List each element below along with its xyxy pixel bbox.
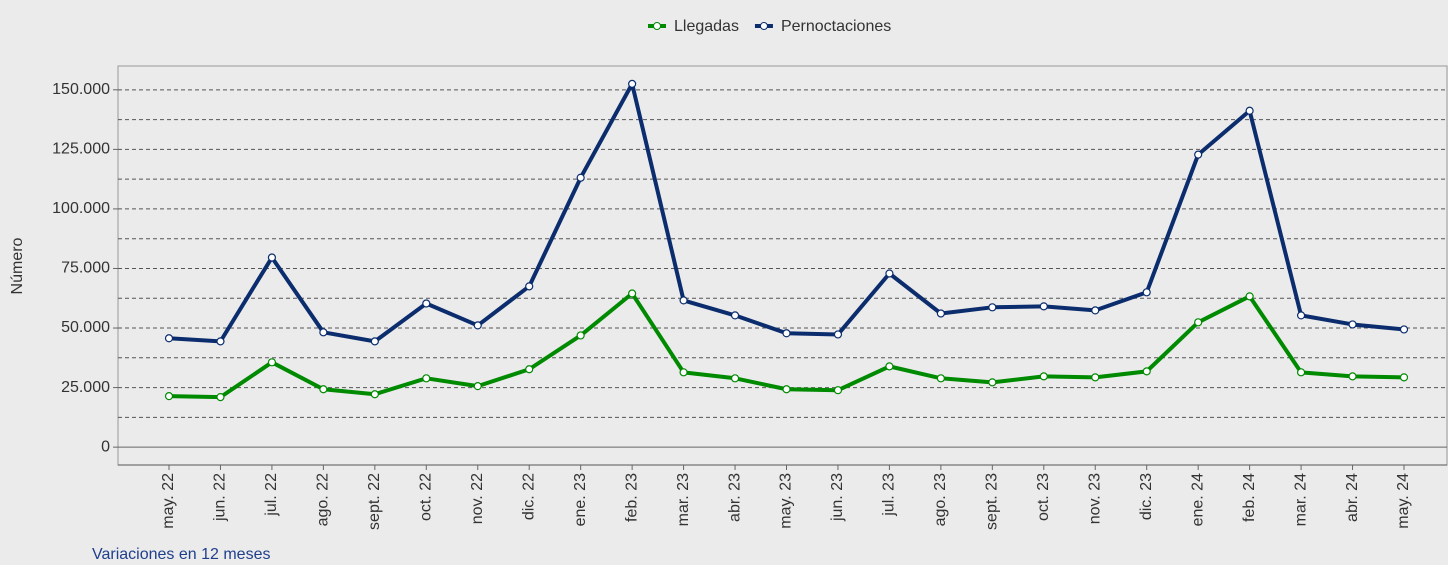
point bbox=[833, 330, 843, 339]
point bbox=[267, 253, 277, 262]
x-tick-label: ene. 23 bbox=[572, 473, 589, 526]
x-tick-label: jun. 22 bbox=[212, 473, 229, 522]
x-tick-label: ene. 24 bbox=[1189, 473, 1206, 526]
plot-area bbox=[117, 65, 1448, 466]
point bbox=[216, 393, 225, 402]
point bbox=[319, 328, 328, 337]
x-tick-label: dic. 22 bbox=[520, 473, 537, 520]
point bbox=[1399, 325, 1409, 334]
point bbox=[216, 337, 225, 346]
point bbox=[1399, 373, 1409, 382]
x-tick-label: oct. 23 bbox=[1035, 473, 1052, 521]
point bbox=[422, 299, 431, 308]
point bbox=[628, 79, 637, 88]
point bbox=[1245, 292, 1254, 301]
point bbox=[730, 311, 740, 320]
x-tick-label: jun. 23 bbox=[829, 473, 846, 522]
x-tick-label: jul. 23 bbox=[881, 473, 898, 517]
point bbox=[936, 309, 945, 318]
x-tick-label: nov. 23 bbox=[1086, 473, 1103, 524]
x-tick-label: may. 23 bbox=[778, 473, 795, 529]
legend-label: Llegadas bbox=[674, 18, 739, 35]
point bbox=[525, 282, 534, 291]
x-tick-label: abr. 24 bbox=[1344, 473, 1361, 522]
x-tick-label: sept. 23 bbox=[984, 473, 1001, 530]
y-tick-label: 0 bbox=[101, 438, 110, 455]
point bbox=[422, 374, 431, 383]
variations-link[interactable]: Variaciones en 12 meses bbox=[92, 546, 271, 563]
point bbox=[885, 362, 894, 371]
y-tick-label: 100.000 bbox=[52, 200, 110, 217]
point bbox=[1091, 306, 1100, 315]
point bbox=[1245, 106, 1254, 115]
point bbox=[988, 303, 997, 312]
point bbox=[628, 289, 637, 298]
point bbox=[1348, 320, 1357, 329]
point bbox=[1194, 318, 1203, 327]
x-tick-label: abr. 23 bbox=[726, 473, 743, 522]
point bbox=[525, 365, 534, 374]
x-tick-label: feb. 24 bbox=[1241, 473, 1258, 522]
y-tick-label: 75.000 bbox=[61, 260, 110, 277]
point bbox=[1039, 302, 1048, 311]
point bbox=[679, 368, 688, 377]
legend-marker bbox=[653, 22, 661, 30]
point bbox=[1194, 150, 1203, 159]
series-line bbox=[168, 81, 1405, 344]
y-tick-label: 25.000 bbox=[61, 379, 110, 396]
x-tick-label: mar. 23 bbox=[675, 473, 692, 526]
x-tick-label: feb. 23 bbox=[623, 473, 640, 522]
point bbox=[730, 374, 740, 383]
series-line bbox=[168, 291, 1405, 400]
point bbox=[473, 382, 482, 391]
point bbox=[370, 390, 379, 399]
point bbox=[1091, 373, 1100, 382]
point bbox=[988, 378, 997, 387]
y-tick-label: 125.000 bbox=[52, 141, 110, 158]
point bbox=[319, 385, 328, 394]
point bbox=[1348, 372, 1357, 381]
point bbox=[576, 173, 585, 182]
point bbox=[679, 296, 688, 305]
y-tick-label: 50.000 bbox=[61, 319, 110, 336]
point bbox=[1142, 367, 1151, 376]
x-tick-label: jul. 22 bbox=[263, 473, 280, 517]
y-tick-label: 150.000 bbox=[52, 81, 110, 98]
point bbox=[1296, 311, 1306, 320]
x-tick-label: may. 24 bbox=[1395, 473, 1412, 529]
point bbox=[782, 329, 791, 338]
point bbox=[833, 386, 843, 395]
y-axis-title: Número bbox=[9, 237, 26, 294]
x-tick-label: mar. 24 bbox=[1292, 473, 1309, 526]
point bbox=[576, 331, 585, 340]
x-tick-label: ago. 22 bbox=[315, 473, 332, 526]
point bbox=[1039, 372, 1048, 381]
point bbox=[164, 334, 174, 343]
x-tick-label: oct. 22 bbox=[418, 473, 435, 521]
x-tick-label: sept. 22 bbox=[366, 473, 383, 530]
point bbox=[267, 358, 277, 367]
x-tick-label: nov. 22 bbox=[469, 473, 486, 524]
x-tick-label: dic. 23 bbox=[1138, 473, 1155, 520]
point bbox=[1296, 368, 1306, 377]
x-tick-label: may. 22 bbox=[160, 473, 177, 529]
point bbox=[473, 321, 482, 330]
point bbox=[370, 337, 379, 346]
legend-marker bbox=[759, 22, 768, 30]
point bbox=[936, 374, 945, 383]
x-tick-label: ago. 23 bbox=[932, 473, 949, 526]
legend-label: Pernoctaciones bbox=[781, 18, 891, 35]
point bbox=[782, 385, 791, 394]
point bbox=[164, 392, 174, 401]
point bbox=[885, 269, 894, 278]
point bbox=[1142, 288, 1151, 297]
